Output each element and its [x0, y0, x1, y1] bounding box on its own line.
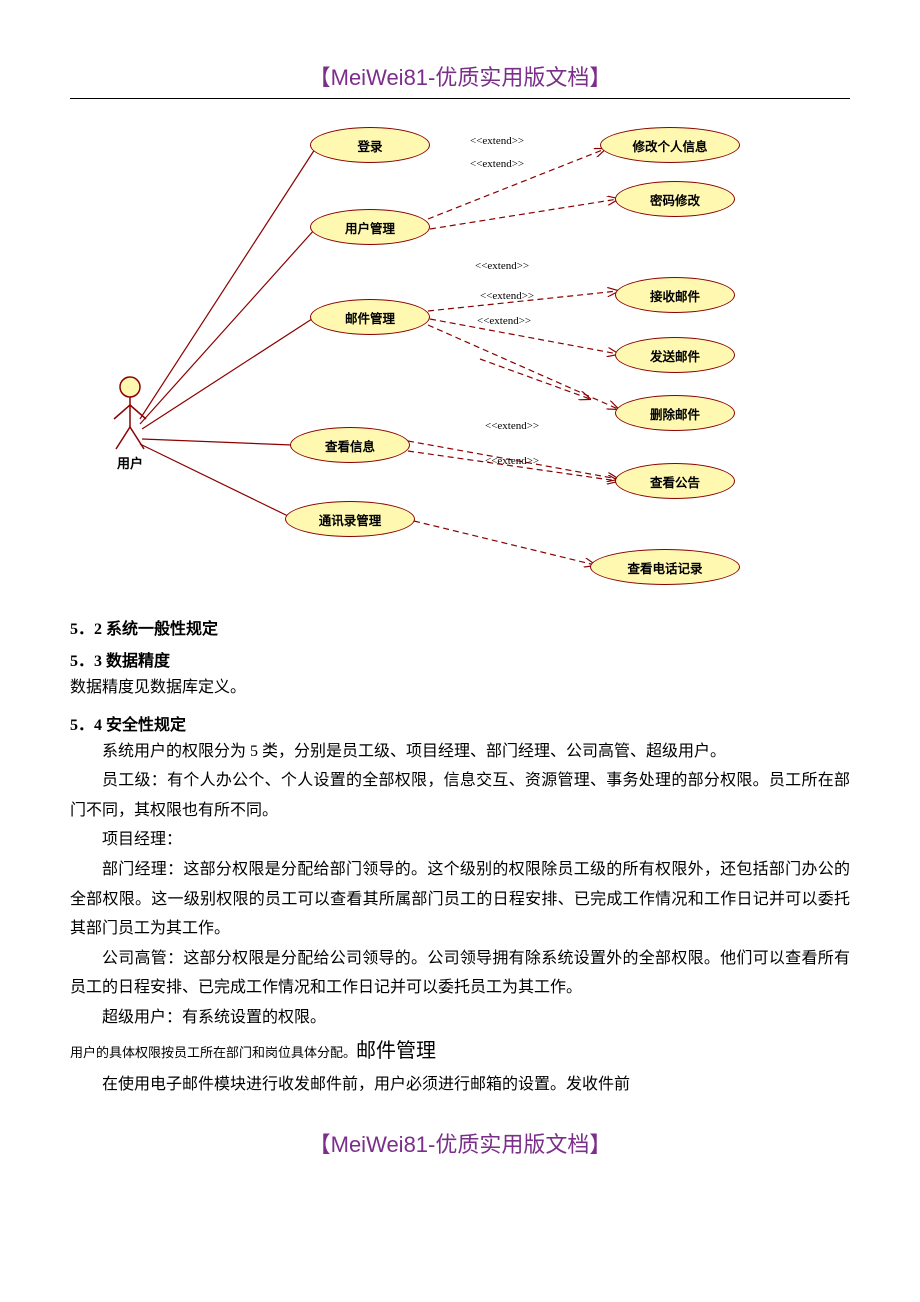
svg-text:<<extend>>: <<extend>>	[470, 158, 524, 170]
svg-text:<<extend>>: <<extend>>	[485, 455, 539, 467]
uc-mod-pwd: 密码修改	[615, 181, 735, 217]
usecase-diagram: <<extend>> <<extend>> <<extend>> <<extend>>…	[70, 119, 850, 599]
text-5-3-body: 数据精度见数据库定义。	[70, 673, 850, 703]
para-8: 在使用电子邮件模块进行收发邮件前，用户必须进行邮箱的设置。发收件前	[70, 1070, 850, 1100]
uc-recv-mail: 接收邮件	[615, 277, 735, 313]
header-divider	[70, 98, 850, 99]
svg-text:<<extend>>: <<extend>>	[480, 290, 534, 302]
svg-text:<<extend>>: <<extend>>	[485, 420, 539, 432]
heading-5-4: 5．4 安全性规定	[70, 711, 850, 735]
para-6: 超级用户：有系统设置的权限。	[70, 1003, 850, 1033]
mail-mgmt-title: 邮件管理	[356, 1040, 436, 1062]
svg-text:<<extend>>: <<extend>>	[470, 135, 524, 147]
heading-5-2: 5．2 系统一般性规定	[70, 615, 850, 639]
page: 【MeiWei81-优质实用版文档】 <<extend>><<extend>><…	[0, 0, 920, 1199]
actor-label: 用户	[100, 453, 160, 472]
footer-title: 【MeiWei81-优质实用版文档】	[70, 1127, 850, 1159]
para-7: 用户的具体权限按员工所在部门和岗位具体分配。邮件管理	[70, 1033, 850, 1070]
para-7-lead: 用户的具体权限按员工所在部门和岗位具体分配。	[70, 1045, 356, 1060]
para-3: 项目经理：	[70, 825, 850, 855]
uc-addr-mgmt: 通讯录管理	[285, 501, 415, 537]
para-5: 公司高管：这部分权限是分配给公司领导的。公司领导拥有除系统设置外的全部权限。他们…	[70, 944, 850, 1003]
heading-5-3: 5．3 数据精度	[70, 647, 850, 671]
uc-mod-profile: 修改个人信息	[600, 127, 740, 163]
uc-del-mail: 删除邮件	[615, 395, 735, 431]
uc-login: 登录	[310, 127, 430, 163]
para-1: 系统用户的权限分为 5 类，分别是员工级、项目经理、部门经理、公司高管、超级用户…	[70, 737, 850, 767]
uc-view-notice: 查看公告	[615, 463, 735, 499]
svg-text:<<extend>>: <<extend>>	[475, 260, 529, 272]
para-2: 员工级：有个人办公个、个人设置的全部权限，信息交互、资源管理、事务处理的部分权限…	[70, 766, 850, 825]
para-4: 部门经理：这部分权限是分配给部门领导的。这个级别的权限除员工级的所有权限外，还包…	[70, 855, 850, 944]
uc-user-mgmt: 用户管理	[310, 209, 430, 245]
uc-send-mail: 发送邮件	[615, 337, 735, 373]
uc-view-info: 查看信息	[290, 427, 410, 463]
header-title: 【MeiWei81-优质实用版文档】	[70, 60, 850, 92]
uc-mail-mgmt: 邮件管理	[310, 299, 430, 335]
uc-view-phone: 查看电话记录	[590, 549, 740, 585]
actor-figure	[114, 377, 146, 449]
svg-text:<<extend>>: <<extend>>	[477, 315, 531, 327]
